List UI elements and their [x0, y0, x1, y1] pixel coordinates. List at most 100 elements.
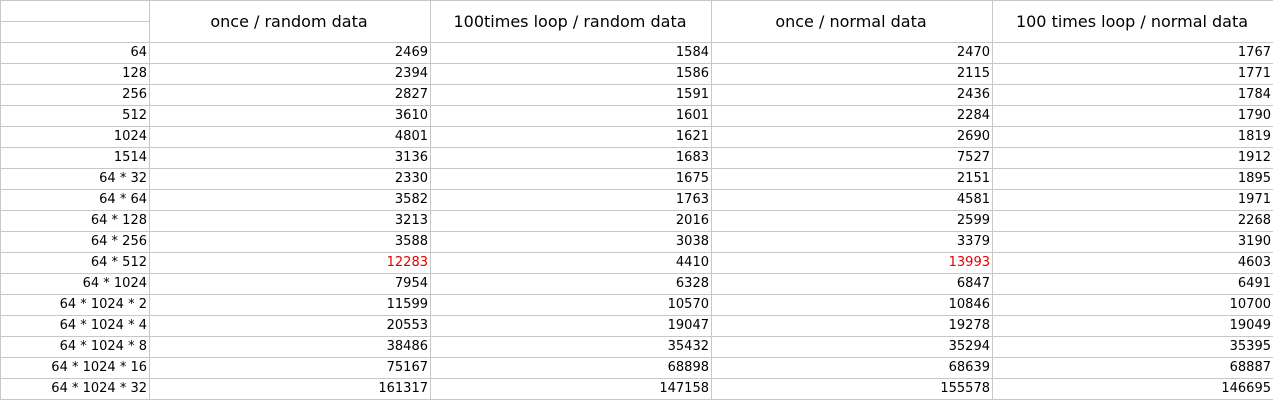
row-label-cell[interactable]: 64 * 1024 * 2	[0, 294, 150, 316]
value-cell[interactable]: 1584	[430, 42, 712, 64]
value-cell[interactable]: 1586	[430, 63, 712, 85]
row-label-cell[interactable]: 64 * 512	[0, 252, 150, 274]
value-cell[interactable]: 1971	[992, 189, 1273, 211]
value-cell[interactable]: 3190	[992, 231, 1273, 253]
value-cell[interactable]: 7527	[711, 147, 993, 169]
value-cell[interactable]: 4603	[992, 252, 1273, 274]
table-row: 64 * 512 12283 4410 13993 4603	[0, 252, 1273, 274]
value-cell[interactable]: 1683	[430, 147, 712, 169]
value-cell[interactable]: 1767	[992, 42, 1273, 64]
value-cell[interactable]: 4410	[430, 252, 712, 274]
value-cell[interactable]: 2284	[711, 105, 993, 127]
value-cell[interactable]: 68898	[430, 357, 712, 379]
value-cell[interactable]: 1621	[430, 126, 712, 148]
value-cell[interactable]: 2469	[149, 42, 431, 64]
value-cell[interactable]: 1591	[430, 84, 712, 106]
value-cell[interactable]: 3610	[149, 105, 431, 127]
value-cell[interactable]: 20553	[149, 315, 431, 337]
corner-cell[interactable]	[0, 0, 150, 22]
value-cell[interactable]: 6847	[711, 273, 993, 295]
column-header-once-random[interactable]: once / random data	[149, 0, 431, 43]
row-label-cell[interactable]: 1514	[0, 147, 150, 169]
value-cell[interactable]: 155578	[711, 378, 993, 400]
value-cell[interactable]: 147158	[430, 378, 712, 400]
row-label-cell[interactable]: 64 * 256	[0, 231, 150, 253]
value-cell[interactable]: 75167	[149, 357, 431, 379]
table-header: once / random data 100times loop / rando…	[0, 0, 1273, 43]
row-label-cell[interactable]: 64 * 1024 * 8	[0, 336, 150, 358]
value-cell[interactable]: 161317	[149, 378, 431, 400]
value-cell[interactable]: 2690	[711, 126, 993, 148]
value-cell[interactable]: 68639	[711, 357, 993, 379]
value-cell[interactable]: 3588	[149, 231, 431, 253]
table-body: 64 2469 1584 2470 1767 128 2394 1586 2115 1771 256…	[0, 42, 1273, 400]
row-label-cell[interactable]: 64 * 1024 * 32	[0, 378, 150, 400]
value-cell[interactable]: 10700	[992, 294, 1273, 316]
corner-cell-lower[interactable]	[0, 21, 150, 43]
value-cell[interactable]: 13993	[711, 252, 993, 274]
value-cell[interactable]: 4581	[711, 189, 993, 211]
table-row: 64 * 1024 * 16 75167 68898 68639 68887	[0, 357, 1273, 379]
value-cell[interactable]: 35395	[992, 336, 1273, 358]
value-cell[interactable]: 4801	[149, 126, 431, 148]
value-cell[interactable]: 1675	[430, 168, 712, 190]
value-cell[interactable]: 11599	[149, 294, 431, 316]
column-header-loop-random[interactable]: 100times loop / random data	[430, 0, 712, 43]
value-cell[interactable]: 2436	[711, 84, 993, 106]
value-cell[interactable]: 1784	[992, 84, 1273, 106]
value-cell[interactable]: 35432	[430, 336, 712, 358]
value-cell[interactable]: 1601	[430, 105, 712, 127]
value-cell[interactable]: 2330	[149, 168, 431, 190]
value-cell[interactable]: 7954	[149, 273, 431, 295]
value-cell[interactable]: 3379	[711, 231, 993, 253]
row-label-cell[interactable]: 64 * 1024	[0, 273, 150, 295]
value-cell[interactable]: 3582	[149, 189, 431, 211]
value-cell[interactable]: 3038	[430, 231, 712, 253]
value-cell[interactable]: 35294	[711, 336, 993, 358]
value-cell[interactable]: 2268	[992, 210, 1273, 232]
row-label-cell[interactable]: 64 * 64	[0, 189, 150, 211]
value-cell[interactable]: 2827	[149, 84, 431, 106]
value-cell[interactable]: 19047	[430, 315, 712, 337]
value-cell[interactable]: 3213	[149, 210, 431, 232]
value-cell[interactable]: 2599	[711, 210, 993, 232]
value-cell[interactable]: 1763	[430, 189, 712, 211]
value-cell[interactable]: 2394	[149, 63, 431, 85]
value-cell[interactable]: 2115	[711, 63, 993, 85]
value-cell[interactable]: 6491	[992, 273, 1273, 295]
row-label-cell[interactable]: 64 * 1024 * 4	[0, 315, 150, 337]
row-label-cell[interactable]: 256	[0, 84, 150, 106]
value-cell[interactable]: 19049	[992, 315, 1273, 337]
value-cell[interactable]: 19278	[711, 315, 993, 337]
table-row: 64 * 1024 * 8 38486 35432 35294 35395	[0, 336, 1273, 358]
row-label-cell[interactable]: 128	[0, 63, 150, 85]
table-row: 1514 3136 1683 7527 1912	[0, 147, 1273, 169]
value-cell[interactable]: 1895	[992, 168, 1273, 190]
value-cell[interactable]: 1771	[992, 63, 1273, 85]
value-cell[interactable]: 2151	[711, 168, 993, 190]
value-cell[interactable]: 1912	[992, 147, 1273, 169]
value-cell[interactable]: 3136	[149, 147, 431, 169]
value-cell[interactable]: 1819	[992, 126, 1273, 148]
value-cell[interactable]: 68887	[992, 357, 1273, 379]
value-cell[interactable]: 12283	[149, 252, 431, 274]
value-cell[interactable]: 10846	[711, 294, 993, 316]
value-cell[interactable]: 1790	[992, 105, 1273, 127]
row-label-cell[interactable]: 512	[0, 105, 150, 127]
value-cell[interactable]: 146695	[992, 378, 1273, 400]
table-row: 512 3610 1601 2284 1790	[0, 105, 1273, 127]
value-cell[interactable]: 10570	[430, 294, 712, 316]
column-header-once-normal[interactable]: once / normal data	[711, 0, 993, 43]
row-label-cell[interactable]: 64 * 1024 * 16	[0, 357, 150, 379]
value-cell[interactable]: 6328	[430, 273, 712, 295]
column-header-loop-normal[interactable]: 100 times loop / normal data	[992, 0, 1273, 43]
row-label-cell[interactable]: 64 * 32	[0, 168, 150, 190]
row-label-cell[interactable]: 64 * 128	[0, 210, 150, 232]
table-row: 64 * 1024 * 2 11599 10570 10846 10700	[0, 294, 1273, 316]
row-label-cell[interactable]: 64	[0, 42, 150, 64]
value-cell[interactable]: 38486	[149, 336, 431, 358]
row-label-cell[interactable]: 1024	[0, 126, 150, 148]
table-row: 64 * 256 3588 3038 3379 3190	[0, 231, 1273, 253]
value-cell[interactable]: 2016	[430, 210, 712, 232]
value-cell[interactable]: 2470	[711, 42, 993, 64]
